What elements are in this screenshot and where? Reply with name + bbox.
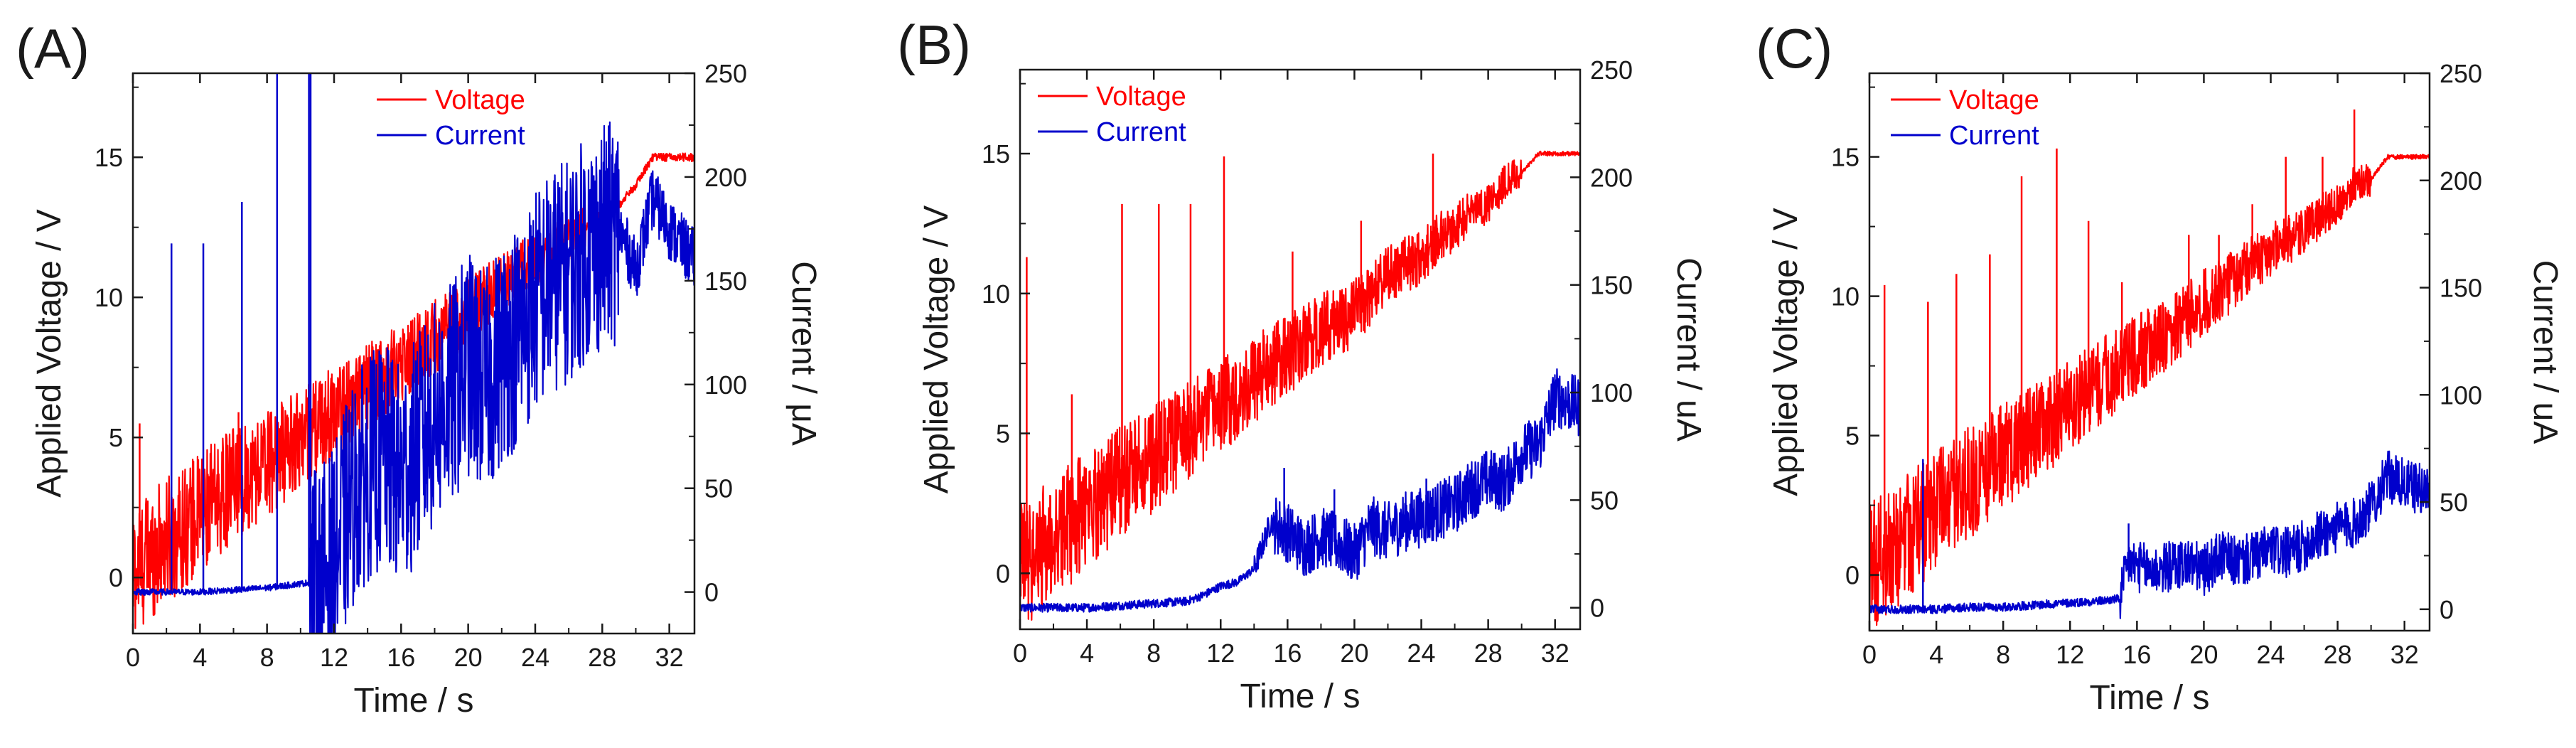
y-right-tick-label: 150 — [1590, 271, 1633, 300]
legend-label-current: Current — [435, 121, 525, 151]
x-tick-label: 0 — [1862, 640, 1877, 669]
x-tick-label: 12 — [1206, 639, 1235, 668]
y-right-tick-label: 250 — [1590, 55, 1633, 85]
legend-label-voltage: Voltage — [1949, 85, 2039, 115]
y-left-tick-label: 10 — [95, 283, 123, 312]
y-right-tick-label: 0 — [704, 578, 719, 607]
panel-label: (C) — [1756, 17, 1832, 80]
x-tick-label: 24 — [521, 643, 549, 672]
panel-label: (B) — [897, 14, 971, 76]
x-tick-label: 8 — [260, 643, 274, 672]
x-tick-label: 20 — [454, 643, 483, 672]
x-tick-label: 20 — [1340, 639, 1368, 668]
x-tick-label: 32 — [1541, 639, 1569, 668]
x-tick-label: 4 — [1929, 640, 1943, 669]
panel-label: (A) — [16, 17, 90, 80]
x-tick-label: 0 — [126, 643, 140, 672]
x-tick-label: 24 — [1407, 639, 1436, 668]
plot-frame — [132, 72, 696, 635]
x-tick-label: 16 — [2122, 640, 2151, 669]
y-right-tick-label: 150 — [704, 267, 747, 296]
x-tick-label: 20 — [2189, 640, 2218, 669]
legend-label-voltage: Voltage — [1096, 82, 1186, 112]
x-tick-label: 28 — [1474, 639, 1503, 668]
legend-label-voltage: Voltage — [435, 85, 525, 115]
current-trace — [133, 121, 694, 634]
y-right-tick-label: 250 — [704, 59, 747, 88]
x-tick-label: 28 — [2324, 640, 2352, 669]
voltage-trace — [1869, 154, 2430, 626]
y-left-tick-label: 0 — [109, 563, 123, 592]
x-tick-label: 32 — [2390, 640, 2419, 669]
y-left-tick-label: 10 — [982, 279, 1010, 309]
y-right-tick-label: 200 — [704, 163, 747, 192]
y-left-axis-title: Applied Voltage / V — [31, 209, 68, 498]
y-left-tick-label: 10 — [1831, 282, 1859, 311]
x-tick-label: 32 — [655, 643, 684, 672]
panel-2: 0 4 8 12 16 20 24 28 32051015050100150200250Time… — [897, 14, 1707, 715]
x-axis-title: Time / s — [354, 682, 474, 720]
legend-label-current: Current — [1949, 121, 2039, 151]
y-right-tick-label: 200 — [1590, 163, 1633, 192]
panel-1: 0 4 8 12 16 20 24 28 32051015050100150200250Time… — [16, 17, 822, 720]
current-trace — [1869, 450, 2430, 619]
plot-frame — [1868, 72, 2431, 632]
y-right-axis-title: Current / uA — [2526, 260, 2564, 444]
y-right-tick-label: 250 — [2440, 59, 2482, 88]
panel-3: 0 4 8 12 16 20 24 28 32051015050100150200250Time… — [1756, 17, 2564, 717]
plot-area — [133, 73, 694, 634]
y-right-tick-label: 100 — [2440, 380, 2482, 410]
y-left-tick-label: 15 — [982, 139, 1010, 169]
y-left-tick-label: 5 — [109, 423, 123, 452]
y-right-tick-label: 50 — [1590, 486, 1619, 515]
x-tick-label: 0 — [1013, 639, 1027, 668]
y-left-tick-label: 5 — [996, 420, 1010, 449]
y-right-tick-label: 50 — [2440, 488, 2468, 517]
x-tick-label: 28 — [588, 643, 616, 672]
plot-frame — [1019, 68, 1582, 631]
x-tick-label: 16 — [387, 643, 415, 672]
x-tick-label: 16 — [1273, 639, 1302, 668]
y-left-axis-title: Applied Voltage / V — [918, 205, 955, 494]
x-tick-label: 8 — [1147, 639, 1161, 668]
y-left-tick-label: 15 — [95, 143, 123, 172]
y-right-tick-label: 150 — [2440, 274, 2482, 303]
x-axis-title: Time / s — [1240, 678, 1361, 715]
y-left-tick-label: 0 — [1845, 561, 1859, 590]
x-axis-title: Time / s — [2090, 679, 2210, 717]
y-right-axis-title: Current / uA — [1670, 257, 1707, 442]
x-tick-label: 4 — [1080, 639, 1094, 668]
y-left-tick-label: 0 — [996, 559, 1010, 588]
x-tick-label: 12 — [320, 643, 348, 672]
y-right-axis-title: Current / μA — [785, 261, 822, 446]
y-right-tick-label: 50 — [704, 474, 733, 503]
x-tick-label: 8 — [1996, 640, 2010, 669]
y-right-tick-label: 100 — [1590, 378, 1633, 407]
y-left-axis-title: Applied Voltage / V — [1767, 208, 1805, 496]
y-right-tick-label: 100 — [704, 370, 747, 400]
x-tick-label: 4 — [193, 643, 207, 672]
plot-area — [1869, 109, 2430, 626]
x-tick-label: 24 — [2257, 640, 2285, 669]
current-trace — [1020, 368, 1580, 613]
y-right-tick-label: 200 — [2440, 166, 2482, 196]
y-left-tick-label: 15 — [1831, 143, 1859, 172]
y-right-tick-label: 0 — [2440, 595, 2454, 624]
plot-area — [1020, 150, 1580, 621]
y-right-tick-label: 0 — [1590, 594, 1604, 623]
y-left-tick-label: 5 — [1845, 422, 1859, 451]
x-tick-label: 12 — [2056, 640, 2084, 669]
legend-label-current: Current — [1096, 117, 1186, 147]
voltage-trace — [1020, 150, 1580, 621]
